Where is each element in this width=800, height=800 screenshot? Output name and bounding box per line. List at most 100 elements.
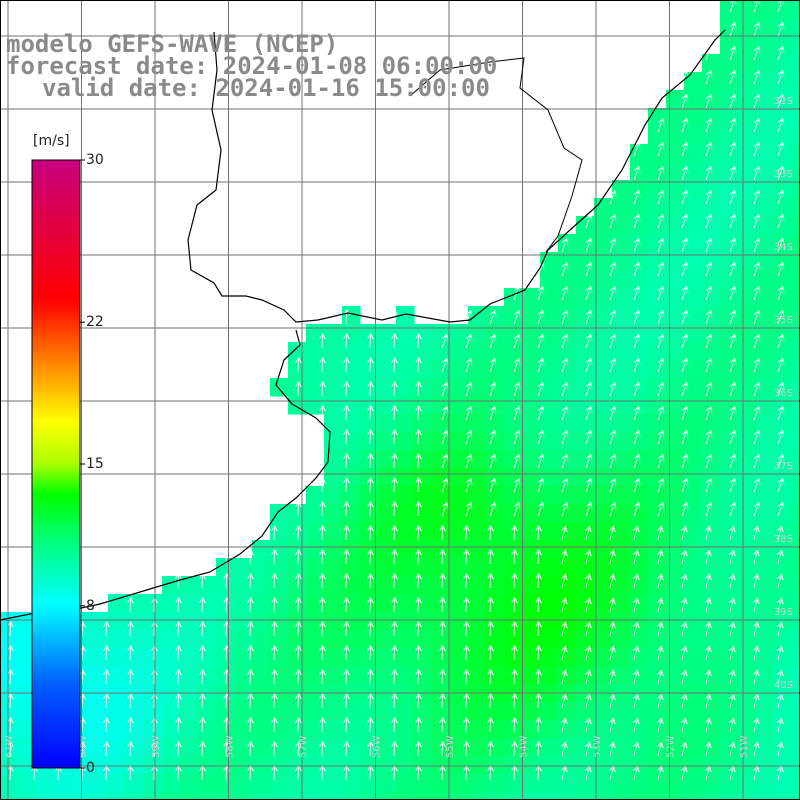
- field-cell: [756, 306, 775, 325]
- field-cell: [684, 180, 703, 199]
- wind-arrow: [633, 190, 641, 205]
- longitude-labels: 61W 60W 59W 58W 57W 56W 55W 54W 53W 52W 51W: [4, 735, 750, 758]
- field-cell: [378, 702, 397, 721]
- field-cell: [324, 396, 343, 415]
- wind-arrow: [343, 501, 350, 517]
- field-cell: [360, 612, 379, 631]
- field-cell: [594, 702, 613, 721]
- field-cell: [504, 756, 523, 775]
- field-cell: [234, 702, 253, 721]
- wind-arrow: [585, 238, 593, 253]
- field-cell: [108, 720, 127, 739]
- wind-arrow: [415, 525, 422, 541]
- field-cell: [432, 522, 451, 541]
- lon-label: 57W: [298, 735, 309, 758]
- wind-arrow: [367, 477, 374, 493]
- wind-arrow: [367, 333, 374, 349]
- colorbar-tick-label: 30: [86, 152, 104, 168]
- wind-arrow: [585, 669, 592, 685]
- field-cell: [630, 270, 649, 289]
- wind-arrow: [463, 525, 470, 541]
- field-cell: [666, 414, 685, 433]
- field-cell: [342, 738, 361, 757]
- field-cell: [792, 306, 800, 325]
- wind-arrow: [367, 669, 374, 685]
- field-cell: [414, 558, 433, 577]
- field-cell: [252, 720, 271, 739]
- field-cell: [486, 666, 505, 685]
- wind-arrow: [127, 645, 134, 661]
- field-cell: [630, 486, 649, 505]
- wind-arrow: [561, 597, 568, 613]
- wind-arrow: [753, 94, 761, 109]
- wind-arrow: [681, 358, 689, 373]
- wind-arrow: [609, 717, 616, 733]
- field-cell: [720, 612, 739, 631]
- wind-arrow: [199, 693, 206, 709]
- field-cell: [306, 396, 325, 415]
- field-cell: [666, 468, 685, 487]
- wind-arrow: [609, 454, 617, 469]
- wind-arrow: [585, 334, 593, 349]
- wind-arrow: [777, 549, 784, 565]
- field-cell: [306, 522, 325, 541]
- field-cell: [612, 360, 631, 379]
- wind-arrow: [319, 597, 326, 613]
- field-cell: [486, 648, 505, 667]
- field-cell: [306, 666, 325, 685]
- wind-arrow: [681, 645, 688, 661]
- field-cell: [198, 666, 217, 685]
- wind-arrow: [633, 286, 641, 301]
- field-cell: [648, 666, 667, 685]
- wind-arrow: [657, 190, 665, 205]
- field-cell: [414, 576, 433, 595]
- field-cell: [342, 774, 361, 793]
- field-cell: [702, 288, 721, 307]
- field-cell: [738, 270, 757, 289]
- coastline: [187, 29, 726, 323]
- wind-arrow: [415, 717, 422, 733]
- field-cell: [144, 738, 163, 757]
- wind-arrow: [753, 214, 761, 229]
- field-cell: [756, 0, 775, 19]
- field-cell: [324, 324, 343, 343]
- field-cell: [684, 306, 703, 325]
- field-cell: [432, 738, 451, 757]
- wind-arrow: [391, 549, 398, 565]
- wind-arrow: [391, 477, 398, 493]
- field-cell: [342, 414, 361, 433]
- field-cell: [558, 504, 577, 523]
- field-cell: [198, 738, 217, 757]
- field-cell: [702, 432, 721, 451]
- wind-arrow: [511, 597, 518, 613]
- wind-arrow: [561, 454, 569, 469]
- wind-arrow: [463, 645, 470, 661]
- field-cell: [486, 558, 505, 577]
- field-cell: [504, 306, 523, 325]
- field-cell: [342, 342, 361, 361]
- field-cell: [666, 486, 685, 505]
- wind-arrow: [537, 502, 545, 517]
- field-cell: [720, 234, 739, 253]
- field-cell: [738, 432, 757, 451]
- wind-arrow: [681, 741, 688, 757]
- field-cell: [360, 324, 379, 343]
- field-cell: [612, 432, 631, 451]
- wind-arrow: [441, 334, 449, 349]
- field-cell: [576, 666, 595, 685]
- wind-arrow: [657, 502, 665, 517]
- wind-arrow: [489, 358, 497, 373]
- wind-arrow: [535, 741, 542, 757]
- lon-label: 54W: [519, 735, 530, 758]
- field-cell: [774, 774, 793, 793]
- field-cell: [378, 504, 397, 523]
- field-cell: [540, 270, 559, 289]
- field-cell: [378, 720, 397, 739]
- field-cell: [702, 396, 721, 415]
- wind-arrow: [753, 430, 761, 445]
- field-cell: [486, 540, 505, 559]
- wind-arrow: [753, 142, 761, 157]
- field-cell: [522, 450, 541, 469]
- field-cell: [720, 720, 739, 739]
- field-cell: [576, 504, 595, 523]
